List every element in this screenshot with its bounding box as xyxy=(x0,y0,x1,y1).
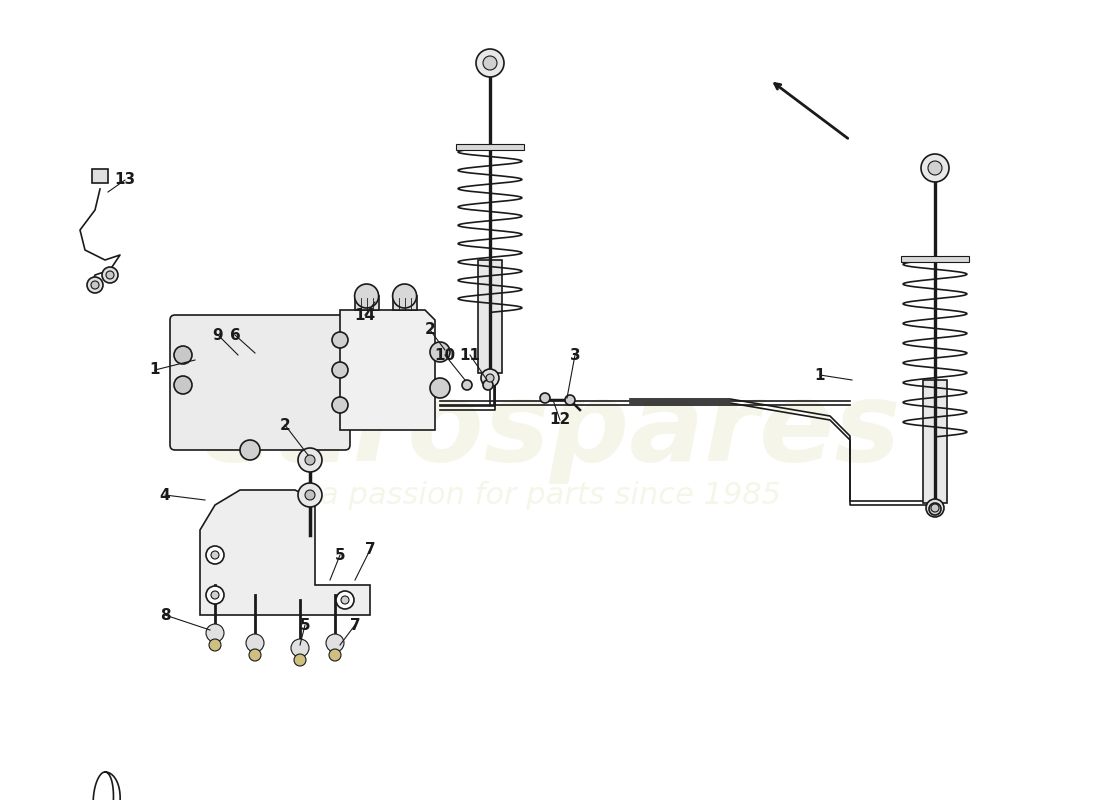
Text: 9: 9 xyxy=(212,327,223,342)
Circle shape xyxy=(249,649,261,661)
Circle shape xyxy=(292,639,309,657)
Circle shape xyxy=(246,634,264,652)
Circle shape xyxy=(305,490,315,500)
Circle shape xyxy=(930,503,940,515)
Circle shape xyxy=(928,161,942,175)
Text: 14: 14 xyxy=(354,307,375,322)
Circle shape xyxy=(206,586,224,604)
Circle shape xyxy=(486,374,494,382)
Circle shape xyxy=(430,378,450,398)
Circle shape xyxy=(341,596,349,604)
Circle shape xyxy=(305,455,315,465)
Circle shape xyxy=(926,499,944,517)
Circle shape xyxy=(483,380,493,390)
Circle shape xyxy=(240,440,260,460)
Circle shape xyxy=(921,154,949,182)
Circle shape xyxy=(206,546,224,564)
Circle shape xyxy=(206,624,224,642)
Circle shape xyxy=(462,380,472,390)
Bar xyxy=(393,296,417,310)
Bar xyxy=(923,380,947,503)
Text: 5: 5 xyxy=(299,618,310,633)
Circle shape xyxy=(332,397,348,413)
Circle shape xyxy=(91,281,99,289)
Bar xyxy=(478,259,502,373)
Text: 2: 2 xyxy=(279,418,290,433)
Circle shape xyxy=(931,504,939,512)
Text: 11: 11 xyxy=(460,347,481,362)
Circle shape xyxy=(540,393,550,403)
Circle shape xyxy=(393,284,417,308)
Circle shape xyxy=(102,267,118,283)
Text: 2: 2 xyxy=(425,322,436,338)
Circle shape xyxy=(481,369,499,387)
Text: 7: 7 xyxy=(365,542,375,558)
Circle shape xyxy=(211,591,219,599)
Bar xyxy=(92,169,108,183)
Text: 1: 1 xyxy=(150,362,161,378)
Bar xyxy=(901,256,969,262)
Circle shape xyxy=(336,591,354,609)
Circle shape xyxy=(476,49,504,77)
Text: a passion for parts since 1985: a passion for parts since 1985 xyxy=(319,481,781,510)
Text: 4: 4 xyxy=(160,487,170,502)
Circle shape xyxy=(211,551,219,559)
Text: 13: 13 xyxy=(114,173,135,187)
Circle shape xyxy=(354,284,378,308)
Circle shape xyxy=(483,56,497,70)
Polygon shape xyxy=(200,490,370,615)
Circle shape xyxy=(174,376,192,394)
Circle shape xyxy=(332,332,348,348)
Text: 3: 3 xyxy=(570,347,581,362)
Circle shape xyxy=(329,649,341,661)
Text: 6: 6 xyxy=(230,327,241,342)
Circle shape xyxy=(298,448,322,472)
Circle shape xyxy=(209,639,221,651)
Circle shape xyxy=(294,654,306,666)
Text: 7: 7 xyxy=(350,618,361,633)
Circle shape xyxy=(565,395,575,405)
Circle shape xyxy=(298,483,322,507)
Polygon shape xyxy=(340,310,434,430)
Text: 12: 12 xyxy=(549,413,571,427)
Text: 5: 5 xyxy=(334,547,345,562)
Circle shape xyxy=(106,271,114,279)
FancyBboxPatch shape xyxy=(170,315,350,450)
Bar xyxy=(456,144,524,150)
Circle shape xyxy=(332,362,348,378)
Text: 10: 10 xyxy=(434,347,455,362)
Bar xyxy=(354,296,378,310)
Circle shape xyxy=(326,634,344,652)
Text: 1: 1 xyxy=(815,367,825,382)
Circle shape xyxy=(87,277,103,293)
Circle shape xyxy=(430,342,450,362)
Circle shape xyxy=(174,346,192,364)
Text: eurospares: eurospares xyxy=(199,377,901,483)
Text: 8: 8 xyxy=(160,607,170,622)
